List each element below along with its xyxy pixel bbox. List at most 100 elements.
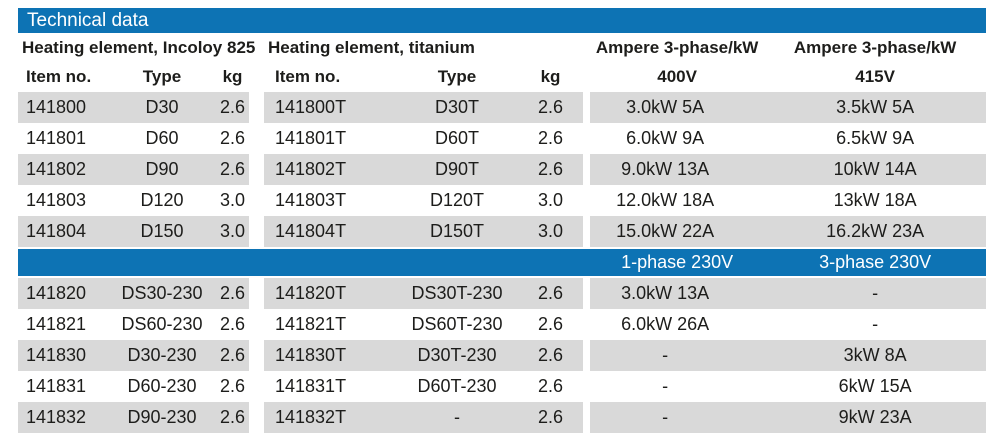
row-titanium-cells: 141821T DS60T-230 2.6 <box>264 309 583 340</box>
row-ampere-cells: - 3kW 8A <box>590 340 986 371</box>
row-ampere-cells: 3.0kW 5A 3.5kW 5A <box>590 92 986 123</box>
cell-type-titanium: DS60T-230 <box>411 314 503 334</box>
cell-ampere-left: - <box>662 345 669 365</box>
cell-item-no-titanium: 141800T <box>275 97 347 117</box>
technical-data-table: Technical data Heating element, Incoloy … <box>18 8 986 433</box>
cell-kg-incoloy: 2.6 <box>219 97 246 117</box>
cell-type-incoloy: D150 <box>140 221 184 241</box>
table-title-bar: Technical data <box>18 8 986 33</box>
cell-item-no-incoloy: 141831 <box>26 376 87 396</box>
cell-item-no-titanium: 141802T <box>275 159 347 179</box>
rows-section-3phase: 141800 D30 2.6 141800T D30T 2.6 3.0kW 5A… <box>18 92 986 247</box>
cell-type-incoloy: D60-230 <box>127 376 197 396</box>
column-gap <box>583 62 590 92</box>
row-incoloy-cells: 141802 D90 2.6 <box>18 154 249 185</box>
table-row: 141831 D60-230 2.6 141831T D60T-230 2.6 … <box>18 371 986 402</box>
cell-item-no-incoloy: 141821 <box>26 314 87 334</box>
cell-ampere-right: 3kW 8A <box>843 345 907 365</box>
cell-item-no-titanium: 141831T <box>275 376 347 396</box>
cell-item-no-titanium: 141821T <box>275 314 347 334</box>
row-incoloy-cells: 141820 DS30-230 2.6 <box>18 278 249 309</box>
row-titanium-cells: 141820T DS30T-230 2.6 <box>264 278 583 309</box>
col-header-item-no-titanium: Item no. <box>275 67 341 86</box>
group-header-titanium: Heating element, titanium <box>264 33 583 62</box>
row-incoloy-cells: 141830 D30-230 2.6 <box>18 340 249 371</box>
cell-ampere-left: 3.0kW 5A <box>626 97 705 117</box>
cell-type-incoloy: DS30-230 <box>121 283 203 303</box>
cell-item-no-incoloy: 141832 <box>26 407 87 427</box>
row-incoloy-cells: 141804 D150 3.0 <box>18 216 249 247</box>
cell-kg-incoloy: 2.6 <box>219 283 246 303</box>
incoloy-column-headers: Item no. Type kg <box>18 62 249 92</box>
cell-type-incoloy: DS60-230 <box>121 314 203 334</box>
cell-type-incoloy: D60 <box>145 128 179 148</box>
cell-ampere-right: 9kW 23A <box>838 407 912 427</box>
cell-type-titanium: D150T <box>429 221 485 241</box>
cell-type-incoloy: D90-230 <box>127 407 197 427</box>
cell-ampere-right: 10kW 14A <box>833 159 917 179</box>
row-ampere-cells: 15.0kW 22A 16.2kW 23A <box>590 216 986 247</box>
col-header-type-titanium: Type <box>437 67 477 86</box>
row-incoloy-cells: 141801 D60 2.6 <box>18 123 249 154</box>
cell-type-titanium: D30T <box>434 97 479 117</box>
cell-item-no-incoloy: 141802 <box>26 159 87 179</box>
column-gap <box>583 402 590 433</box>
cell-item-no-incoloy: 141801 <box>26 128 87 148</box>
col-header-item-no-incoloy: Item no. <box>26 67 92 86</box>
group-label-titanium: Heating element, titanium <box>268 37 475 57</box>
col-header-400v: 400V <box>657 67 697 86</box>
cell-kg-incoloy: 3.0 <box>219 221 246 241</box>
row-ampere-cells: 6.0kW 9A 6.5kW 9A <box>590 123 986 154</box>
cell-kg-incoloy: 2.6 <box>219 128 246 148</box>
row-titanium-cells: 141802T D90T 2.6 <box>264 154 583 185</box>
column-gap <box>249 402 264 433</box>
cell-kg-titanium: 2.6 <box>537 345 564 365</box>
titanium-column-headers: Item no. Type kg <box>264 62 583 92</box>
group-header-incoloy: Heating element, Incoloy 825 <box>18 33 255 62</box>
table-row: 141832 D90-230 2.6 141832T - 2.6 - 9kW 2… <box>18 402 986 433</box>
table-row: 141830 D30-230 2.6 141830T D30T-230 2.6 … <box>18 340 986 371</box>
row-ampere-cells: 9.0kW 13A 10kW 14A <box>590 154 986 185</box>
column-gap <box>249 371 264 402</box>
row-incoloy-cells: 141821 DS60-230 2.6 <box>18 309 249 340</box>
cell-ampere-left: 3.0kW 13A <box>621 283 710 303</box>
cell-kg-titanium: 2.6 <box>537 376 564 396</box>
group-header-row: Heating element, Incoloy 825 Heating ele… <box>18 33 986 62</box>
table-title: Technical data <box>27 9 149 31</box>
column-gap <box>249 123 264 154</box>
cell-item-no-incoloy: 141804 <box>26 221 87 241</box>
cell-item-no-incoloy: 141820 <box>26 283 87 303</box>
cell-kg-titanium: 2.6 <box>537 128 564 148</box>
cell-item-no-titanium: 141830T <box>275 345 347 365</box>
column-gap <box>583 92 590 123</box>
row-ampere-cells: 12.0kW 18A 13kW 18A <box>590 185 986 216</box>
cell-kg-incoloy: 2.6 <box>219 345 246 365</box>
column-gap <box>249 62 264 92</box>
cell-ampere-left: - <box>662 407 669 427</box>
column-gap <box>249 92 264 123</box>
column-gap <box>249 278 264 309</box>
cell-kg-incoloy: 2.6 <box>219 407 246 427</box>
table-row: 141800 D30 2.6 141800T D30T 2.6 3.0kW 5A… <box>18 92 986 123</box>
cell-kg-incoloy: 2.6 <box>219 376 246 396</box>
cell-type-incoloy: D120 <box>140 190 184 210</box>
cell-kg-titanium: 2.6 <box>537 97 564 117</box>
table-row: 141802 D90 2.6 141802T D90T 2.6 9.0kW 13… <box>18 154 986 185</box>
row-titanium-cells: 141800T D30T 2.6 <box>264 92 583 123</box>
group-header-ampere: Ampere 3-phase/kW Ampere 3-phase/kW <box>590 33 986 62</box>
cell-kg-titanium: 2.6 <box>537 314 564 334</box>
cell-type-incoloy: D30-230 <box>127 345 197 365</box>
row-titanium-cells: 141831T D60T-230 2.6 <box>264 371 583 402</box>
col-header-kg-incoloy: kg <box>222 67 243 86</box>
cell-kg-incoloy: 2.6 <box>219 314 246 334</box>
ampere-400v-group-label: Ampere 3-phase/kW <box>595 37 759 57</box>
column-gap <box>583 309 590 340</box>
cell-ampere-right: 13kW 18A <box>833 190 917 210</box>
table-row: 141801 D60 2.6 141801T D60T 2.6 6.0kW 9A… <box>18 123 986 154</box>
cell-item-no-titanium: 141820T <box>275 283 347 303</box>
column-gap <box>583 340 590 371</box>
row-titanium-cells: 141804T D150T 3.0 <box>264 216 583 247</box>
cell-ampere-left: - <box>662 376 669 396</box>
divider-label-1phase-230v: 1-phase 230V <box>621 252 734 272</box>
